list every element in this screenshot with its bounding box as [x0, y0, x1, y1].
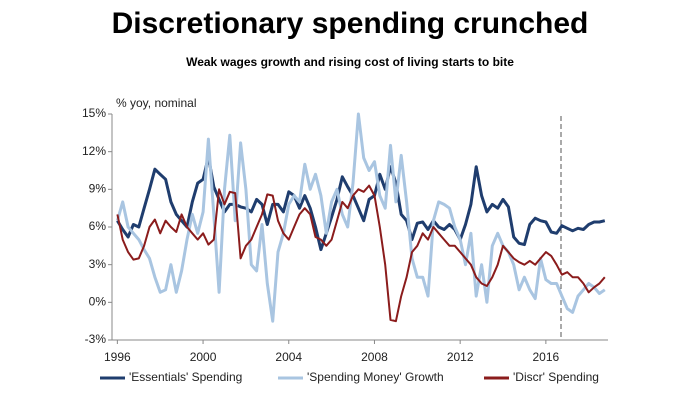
- y-tick-label: 0%: [89, 295, 107, 309]
- y-axis-label: % yoy, nominal: [116, 96, 196, 110]
- y-tick-label: 3%: [89, 257, 107, 271]
- series-line: [116, 155, 606, 252]
- x-tick-label: 2016: [533, 350, 560, 364]
- chart-title: Discretionary spending crunched: [112, 7, 589, 40]
- x-tick-label: 1996: [104, 350, 131, 364]
- x-tick-label: 2004: [275, 350, 302, 364]
- series-line: [115, 112, 606, 323]
- legend-label: 'Spending Money' Growth: [307, 370, 444, 384]
- series-line: [116, 184, 606, 323]
- chart-subtitle: Weak wages growth and rising cost of liv…: [186, 55, 514, 69]
- legend-label: 'Essentials' Spending: [129, 370, 242, 384]
- y-tick-label: 12%: [82, 144, 106, 158]
- x-tick-label: 2000: [190, 350, 217, 364]
- y-tick-label: 6%: [89, 219, 107, 233]
- y-tick-label: 9%: [89, 182, 107, 196]
- x-tick-label: 2012: [447, 350, 474, 364]
- y-tick-label: -3%: [85, 332, 107, 346]
- y-tick-label: 15%: [82, 106, 106, 120]
- x-tick-label: 2008: [361, 350, 388, 364]
- legend-label: 'Discr' Spending: [513, 370, 599, 384]
